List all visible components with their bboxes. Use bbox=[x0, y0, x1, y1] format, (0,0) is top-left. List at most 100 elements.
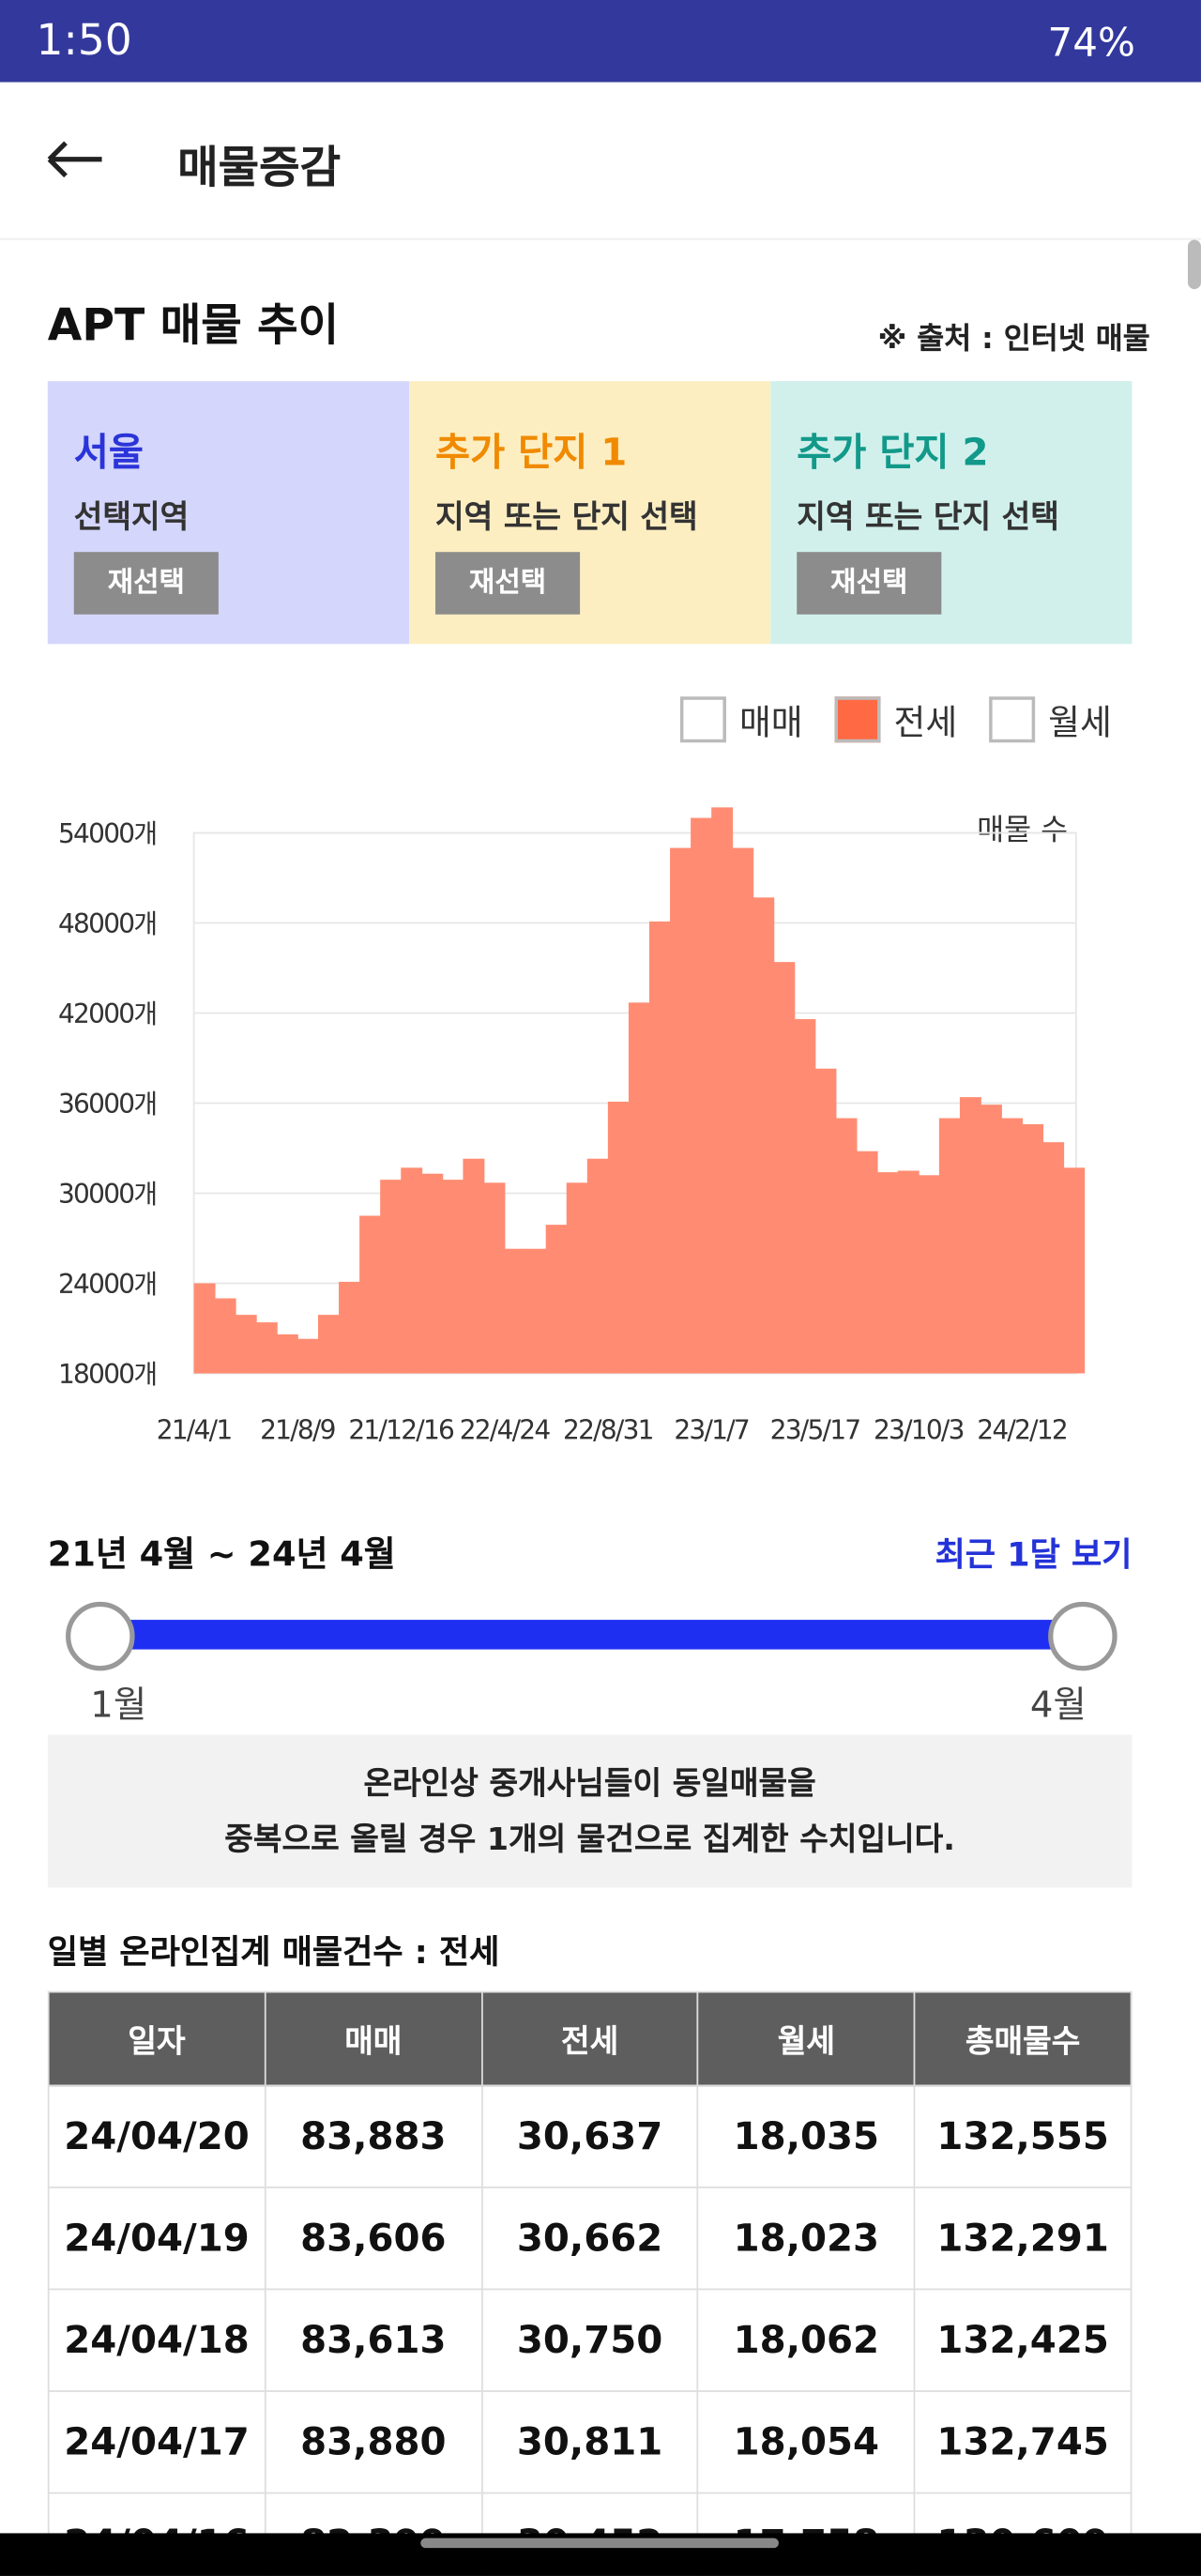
reselect-button[interactable]: 재선택 bbox=[435, 552, 581, 615]
bar bbox=[276, 1334, 298, 1374]
region-subtitle: 선택지역 bbox=[73, 499, 190, 536]
notice-line: 중복으로 올릴 경우 1개의 물건으로 집계한 수치입니다. bbox=[224, 1821, 955, 1858]
y-tick-label: 30000개 bbox=[58, 1179, 156, 1210]
slider-end: 4월 bbox=[1029, 1685, 1087, 1727]
slider-knob[interactable] bbox=[66, 1601, 135, 1671]
slider-start: 1월 bbox=[90, 1685, 147, 1727]
bar bbox=[235, 1315, 257, 1374]
table-cell: 30,637 bbox=[480, 2084, 699, 2188]
bar bbox=[876, 1172, 899, 1374]
y-tick-label: 54000개 bbox=[58, 818, 156, 849]
table-cell: 132,425 bbox=[913, 2288, 1133, 2392]
y-tick-label: 18000개 bbox=[58, 1359, 156, 1390]
table-cell: 24/04/17 bbox=[47, 2390, 266, 2494]
bar bbox=[214, 1298, 236, 1374]
bar bbox=[773, 962, 796, 1374]
bar bbox=[1042, 1142, 1065, 1374]
reselect-button[interactable]: 재선택 bbox=[797, 552, 942, 615]
y-tick-label: 42000개 bbox=[58, 998, 156, 1029]
table-cell: 83,613 bbox=[264, 2288, 483, 2392]
x-tick-label: 23/1/7 bbox=[674, 1415, 749, 1446]
x-tick-label: 21/4/1 bbox=[157, 1415, 232, 1446]
bar bbox=[586, 1158, 609, 1374]
section-title: APT 매물 추이 bbox=[47, 300, 340, 352]
axis-label: 매물 수 bbox=[977, 814, 1068, 847]
data-table: 일자 매매 전세 월세 총매물수 24/04/20 83,883 30,637 18,035 13… bbox=[47, 1990, 1133, 2576]
back-button[interactable] bbox=[46, 140, 105, 179]
bar bbox=[711, 807, 734, 1374]
bar bbox=[317, 1315, 340, 1374]
x-tick-label: 24/2/12 bbox=[977, 1415, 1067, 1446]
source: ※ 출처 : 인터넷 매물 bbox=[877, 322, 1150, 357]
column-header: 일자 bbox=[47, 1990, 266, 2087]
x-tick-label: 22/8/31 bbox=[563, 1415, 653, 1446]
bar bbox=[628, 1002, 650, 1374]
bar bbox=[463, 1158, 485, 1374]
legend-label: 매매 bbox=[738, 703, 803, 743]
notice-line: 온라인상 중개사님들이 동일매물을 bbox=[363, 1765, 816, 1803]
bar bbox=[856, 1151, 878, 1374]
bar bbox=[193, 1283, 216, 1374]
region-name: 추가 단지 2 bbox=[797, 432, 989, 475]
period-range: 21년 4월 ~ 24년 4월 bbox=[47, 1534, 396, 1575]
table-cell: 18,054 bbox=[697, 2390, 916, 2494]
scrollbar bbox=[1187, 239, 1201, 290]
bar bbox=[691, 817, 713, 1374]
bar bbox=[753, 897, 775, 1374]
y-tick-label: 24000개 bbox=[58, 1269, 156, 1300]
recent-link[interactable]: 최근 1달 보기 bbox=[935, 1534, 1133, 1575]
bar bbox=[835, 1118, 858, 1374]
y-tick-label: 36000개 bbox=[58, 1089, 156, 1120]
bar bbox=[918, 1175, 940, 1374]
table-title: 일별 온라인집계 매물건수 : 전세 bbox=[47, 1931, 500, 1972]
bar bbox=[339, 1281, 360, 1374]
legend-checkbox[interactable] bbox=[679, 696, 726, 743]
chart: 매물 수 18000개 24000개 30000개 36000개 42000개 48000… bbox=[58, 807, 1086, 1446]
bar bbox=[670, 847, 692, 1374]
bar bbox=[1001, 1118, 1023, 1374]
x-tick-label: 21/12/16 bbox=[348, 1415, 454, 1446]
bar bbox=[648, 921, 671, 1374]
table-cell: 83,883 bbox=[264, 2084, 483, 2188]
table-cell: 24/04/20 bbox=[47, 2084, 266, 2188]
table-row: 24/04/17 83,880 30,811 18,054 132,745 bbox=[47, 2390, 1133, 2494]
region-card: 추가 단지 1 지역 또는 단지 선택 재선택 bbox=[408, 381, 771, 645]
reselect-button[interactable]: 재선택 bbox=[73, 552, 219, 615]
slider-track bbox=[99, 1620, 1085, 1650]
legend-checkbox[interactable] bbox=[834, 696, 881, 743]
legend-checkbox[interactable] bbox=[989, 696, 1036, 743]
bar bbox=[524, 1248, 547, 1374]
page-title: 매물증감 bbox=[177, 143, 342, 194]
table-cell: 132,291 bbox=[913, 2187, 1133, 2291]
bar bbox=[566, 1182, 588, 1374]
x-tick-label: 22/4/24 bbox=[460, 1415, 551, 1446]
time: 1:50 bbox=[36, 16, 132, 67]
column-header: 매매 bbox=[264, 1990, 483, 2087]
table-cell: 30,811 bbox=[480, 2390, 699, 2494]
table-row: 24/04/20 83,883 30,637 18,035 132,555 bbox=[47, 2084, 1133, 2188]
bar bbox=[732, 847, 754, 1374]
table-cell: 132,745 bbox=[913, 2390, 1133, 2494]
bar bbox=[607, 1101, 630, 1374]
bar bbox=[959, 1097, 981, 1374]
status-bar: 1:50 74% bbox=[0, 0, 1201, 83]
slider-knob[interactable] bbox=[1048, 1601, 1117, 1671]
region-name: 추가 단지 1 bbox=[435, 432, 628, 475]
table-cell: 24/04/19 bbox=[47, 2187, 266, 2291]
column-header: 전세 bbox=[480, 1990, 699, 2087]
home-indicator[interactable] bbox=[420, 2538, 779, 2549]
x-tick-label: 23/5/17 bbox=[770, 1415, 860, 1446]
header-row: 일자 매매 전세 월세 총매물수 bbox=[47, 1990, 1133, 2087]
table-cell: 18,023 bbox=[697, 2187, 916, 2291]
table-row: 24/04/18 83,613 30,750 18,062 132,425 bbox=[47, 2288, 1133, 2392]
table-row: 24/04/19 83,606 30,662 18,023 132,291 bbox=[47, 2187, 1133, 2291]
table-cell: 24/04/18 bbox=[47, 2288, 266, 2392]
table-cell: 18,035 bbox=[697, 2084, 916, 2188]
table-cell: 30,662 bbox=[480, 2187, 699, 2291]
column-header: 총매물수 bbox=[913, 1990, 1133, 2087]
bar bbox=[296, 1338, 319, 1374]
nav-bar bbox=[0, 2533, 1201, 2576]
bar bbox=[897, 1170, 920, 1374]
bar bbox=[401, 1167, 423, 1374]
